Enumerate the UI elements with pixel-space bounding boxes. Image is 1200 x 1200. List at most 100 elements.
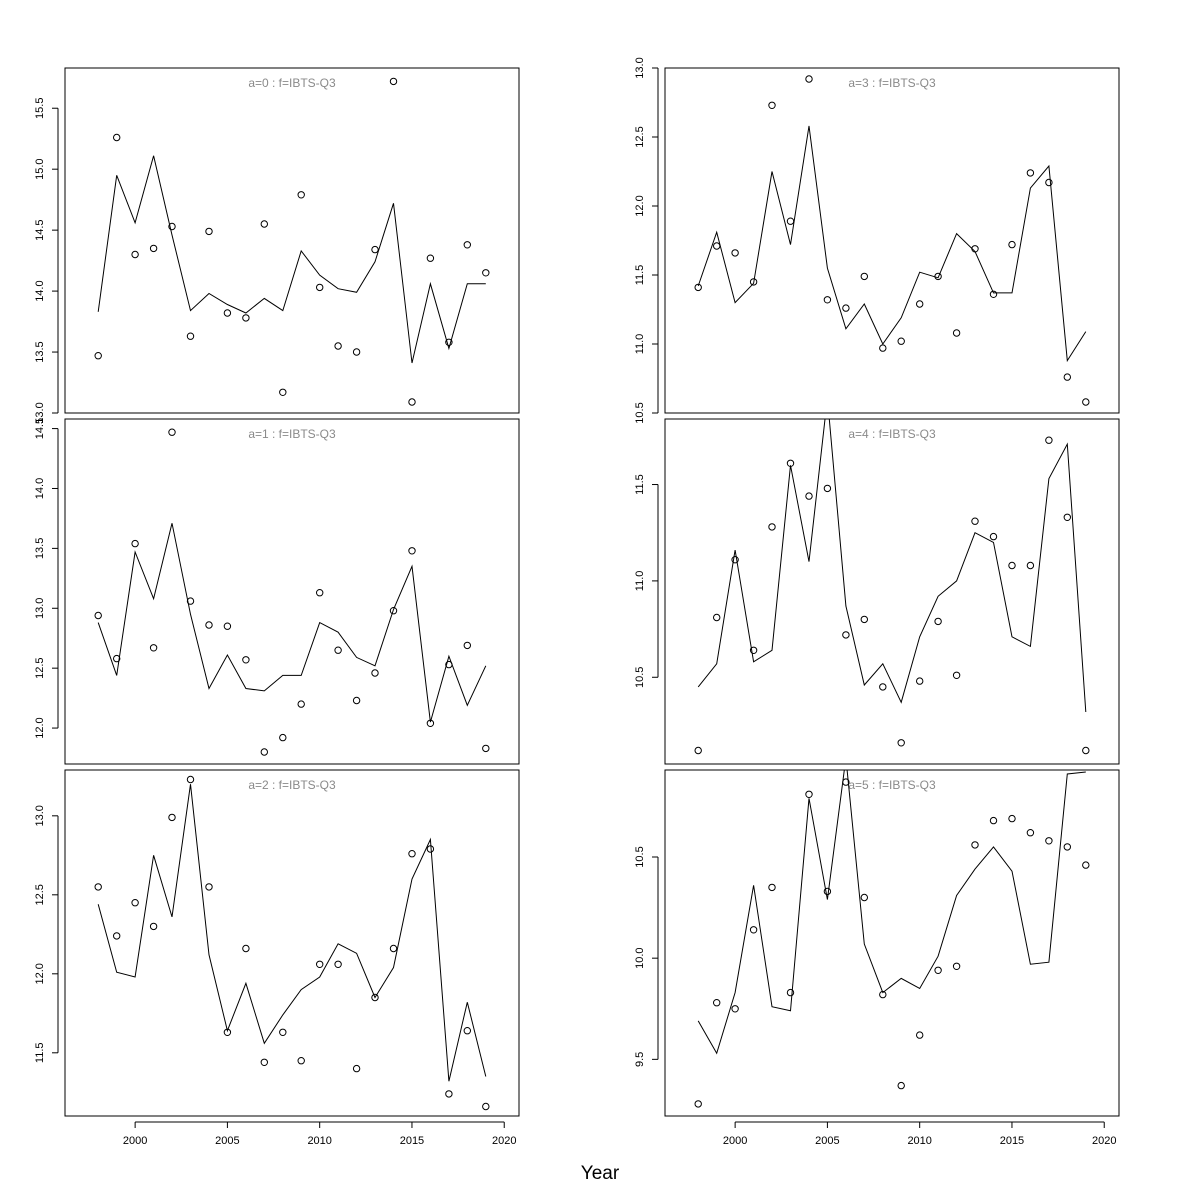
observed-point	[952, 329, 961, 337]
panel-title: a=1 : f=IBTS-Q3	[248, 427, 336, 441]
observed-point	[205, 227, 213, 236]
y-tick-label: 15.0	[34, 158, 46, 179]
observed-point	[149, 922, 158, 931]
data-layer	[694, 75, 1090, 406]
y-tick-label: 12.0	[634, 195, 646, 216]
observed-point	[879, 683, 887, 691]
panels: a=0 : f=IBTS-Q313.013.514.014.515.015.5a…	[34, 57, 1120, 1147]
observed-point	[952, 962, 961, 970]
observed-point	[94, 352, 102, 360]
y-tick-label: 12.0	[34, 963, 46, 984]
x-tick-label: 2000	[723, 1135, 747, 1147]
x-tick-label: 2000	[123, 1135, 147, 1147]
observed-point	[786, 988, 795, 997]
data-layer	[694, 770, 1090, 1108]
panel-5: a=5 : f=IBTS-Q3 9.5 10.0 10.5 2000 2005 2010 20…	[634, 769, 1120, 1147]
observed-point	[879, 344, 887, 352]
fitted-line	[697, 419, 1087, 713]
y-tick-label: 13.5	[34, 341, 46, 362]
observed-point	[1008, 814, 1016, 823]
fitted-line	[697, 125, 1087, 363]
observed-point	[749, 646, 758, 654]
observed-point	[713, 613, 721, 622]
observed-point	[989, 290, 998, 298]
observed-point	[916, 1031, 924, 1039]
observed-point	[186, 597, 195, 605]
observed-point	[426, 845, 435, 853]
observed-point	[260, 748, 268, 756]
observed-point	[1026, 169, 1035, 177]
observed-point	[713, 999, 721, 1007]
observed-point	[131, 539, 139, 548]
observed-point	[445, 338, 453, 346]
observed-point	[463, 241, 471, 249]
observed-point	[731, 556, 739, 564]
observed-point	[842, 304, 850, 312]
observed-point	[749, 278, 758, 286]
observed-point	[1026, 561, 1035, 570]
y-tick-label: 13.0	[634, 57, 646, 78]
observed-point	[242, 944, 250, 953]
y-tick-label: 14.5	[34, 219, 46, 240]
observed-point	[989, 532, 998, 541]
observed-point	[1082, 861, 1090, 869]
y-tick-label: 14.5	[34, 418, 46, 439]
y-tick-label: 13.0	[34, 805, 46, 826]
observed-point	[823, 484, 832, 493]
plot-frame	[664, 418, 1120, 765]
observed-point	[389, 607, 398, 615]
panel-title: a=4 : f=IBTS-Q3	[848, 427, 936, 441]
x-tick-label: 2010	[907, 1135, 931, 1147]
observed-point	[897, 1081, 905, 1090]
observed-point	[279, 1028, 287, 1037]
y-tick-label: 12.5	[634, 126, 646, 147]
observed-point	[371, 245, 379, 254]
y-tick-label: 12.5	[34, 884, 46, 905]
panel-4: a=2 : f=IBTS-Q3 11.5 12.0 12.5 13.0 2000 2005 2…	[34, 769, 520, 1147]
fitted-line	[697, 770, 1086, 1055]
observed-point	[205, 883, 213, 891]
y-tick-label: 10.5	[634, 667, 646, 688]
observed-point	[352, 348, 361, 356]
observed-point	[749, 926, 758, 934]
panel-0: a=0 : f=IBTS-Q3 13.0 13.5 14.0 14.5 15.0 15.5	[34, 67, 520, 424]
observed-point	[786, 217, 795, 225]
observed-point	[805, 790, 813, 798]
observed-point	[805, 75, 813, 83]
observed-point	[713, 242, 721, 250]
y-tick-label: 13.5	[34, 538, 46, 559]
y-tick-label: 12.0	[34, 717, 46, 738]
observed-point	[823, 887, 832, 896]
observed-point	[389, 944, 398, 953]
x-tick-label: 2005	[815, 1135, 839, 1147]
observed-point	[1045, 837, 1053, 845]
x-tick-label: 2015	[1000, 1135, 1024, 1147]
observed-point	[334, 342, 342, 350]
observed-point	[1082, 398, 1090, 406]
observed-point	[352, 696, 361, 705]
y-tick-label: 12.5	[34, 657, 46, 678]
observed-point	[879, 990, 887, 999]
observed-point	[279, 733, 287, 742]
plot-frame	[664, 769, 1120, 1117]
y-tick-label: 11.5	[634, 265, 646, 286]
observed-point	[842, 631, 850, 639]
observed-point	[916, 677, 924, 685]
y-tick-label: 14.0	[34, 478, 46, 499]
observed-point	[131, 250, 139, 259]
plot-frame	[64, 769, 520, 1117]
observed-point	[297, 700, 305, 708]
observed-point	[168, 428, 176, 436]
observed-point	[971, 517, 979, 525]
y-tick-label: 11.5	[634, 474, 646, 495]
y-tick-label: 9.5	[634, 1052, 646, 1067]
observed-point	[113, 133, 121, 142]
observed-point	[768, 883, 776, 892]
observed-point	[168, 813, 176, 822]
observed-point	[971, 841, 979, 849]
observed-point	[694, 283, 702, 292]
observed-point	[860, 893, 868, 902]
observed-point	[149, 644, 158, 652]
observed-point	[768, 523, 776, 531]
fitted-line	[97, 155, 486, 364]
